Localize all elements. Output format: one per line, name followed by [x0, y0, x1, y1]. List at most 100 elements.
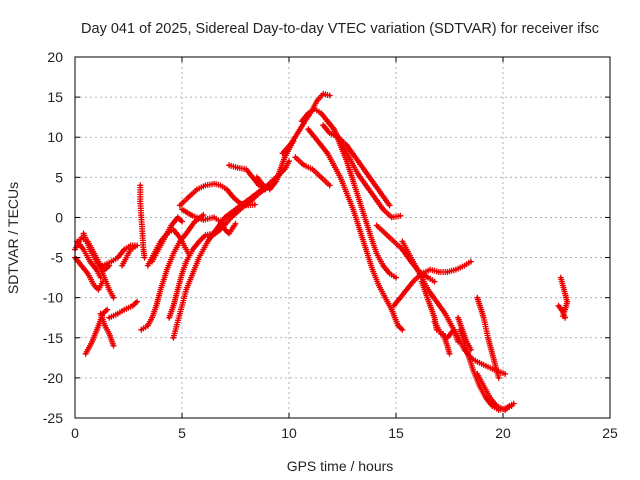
data-point — [287, 159, 291, 163]
data-point — [319, 143, 323, 147]
data-point — [452, 328, 456, 332]
data-point — [103, 268, 107, 271]
data-point — [441, 332, 445, 336]
data-point — [379, 192, 383, 195]
data-point — [486, 336, 490, 340]
data-point — [390, 308, 394, 312]
data-point — [364, 220, 368, 223]
data-point — [180, 220, 184, 223]
data-point — [146, 324, 150, 328]
series-arc-36 — [474, 370, 517, 413]
data-point — [219, 228, 222, 231]
data-point — [101, 280, 105, 283]
data-point — [493, 360, 496, 364]
data-point — [443, 312, 447, 316]
data-point — [490, 352, 494, 356]
data-point — [138, 184, 142, 187]
data-point — [371, 179, 374, 183]
data-point — [289, 142, 293, 146]
data-point — [274, 179, 278, 183]
data-point — [176, 288, 180, 291]
data-point — [503, 408, 507, 412]
data-point — [169, 224, 173, 227]
data-point — [353, 155, 357, 159]
data-point — [176, 216, 180, 219]
data-point — [326, 119, 329, 123]
data-point — [229, 216, 233, 219]
plus-markers — [324, 118, 399, 281]
series-arc-38 — [555, 302, 569, 321]
series-arc-18 — [206, 164, 288, 241]
data-point — [565, 300, 569, 304]
data-point — [167, 316, 171, 320]
data-point — [433, 280, 436, 283]
data-point — [139, 328, 143, 332]
data-point — [561, 310, 565, 314]
data-point — [401, 240, 404, 243]
data-point — [225, 188, 229, 191]
data-point — [475, 360, 479, 364]
data-point — [328, 131, 332, 135]
data-point — [193, 220, 197, 223]
data-point — [88, 260, 92, 263]
data-point — [332, 163, 336, 167]
data-point — [184, 260, 188, 263]
data-point — [345, 192, 349, 195]
data-point — [358, 228, 361, 231]
data-point — [388, 204, 391, 207]
data-point — [150, 260, 154, 263]
data-point — [208, 236, 212, 239]
data-point — [125, 256, 128, 259]
data-point — [159, 288, 163, 291]
data-point — [398, 296, 402, 300]
data-point — [227, 232, 231, 235]
data-point — [448, 352, 451, 356]
data-point — [371, 240, 374, 243]
series-arc-13 — [149, 214, 185, 265]
plus-markers — [226, 162, 269, 193]
data-point — [332, 127, 336, 131]
data-point — [426, 276, 430, 279]
data-point — [281, 151, 284, 155]
axis-ticks — [74, 56, 611, 419]
data-point — [326, 151, 329, 155]
data-point — [122, 248, 126, 251]
series-arc-28 — [390, 258, 474, 309]
data-point — [497, 376, 501, 380]
series-arc-08 — [99, 242, 138, 269]
data-point — [313, 107, 317, 111]
data-point — [178, 236, 182, 239]
data-point — [172, 304, 175, 308]
data-point — [101, 272, 105, 275]
data-point — [253, 203, 257, 207]
series-arc-35 — [474, 294, 502, 381]
data-point — [420, 280, 424, 283]
data-point — [251, 175, 255, 179]
data-point — [257, 192, 261, 195]
data-point — [347, 155, 351, 159]
data-point — [405, 288, 409, 291]
data-point — [191, 248, 195, 251]
data-point — [465, 348, 468, 352]
data-point — [358, 200, 361, 203]
data-point — [328, 94, 332, 97]
series-arc-24 — [305, 126, 406, 333]
data-point — [311, 167, 314, 171]
x-tick-label: 15 — [388, 425, 404, 441]
data-point — [339, 175, 342, 179]
data-point — [202, 213, 205, 217]
data-point — [362, 167, 366, 171]
data-point — [92, 284, 96, 287]
data-point — [428, 304, 432, 308]
y-tick-label: 20 — [47, 49, 63, 65]
data-point — [495, 404, 498, 408]
data-point — [103, 324, 107, 328]
data-point — [328, 184, 332, 187]
data-point — [244, 167, 248, 171]
data-point — [371, 268, 374, 271]
y-tick-label: 5 — [55, 169, 63, 185]
series-arc-26 — [320, 122, 393, 209]
data-point — [401, 248, 404, 251]
data-point — [364, 248, 368, 251]
data-point — [249, 200, 252, 203]
